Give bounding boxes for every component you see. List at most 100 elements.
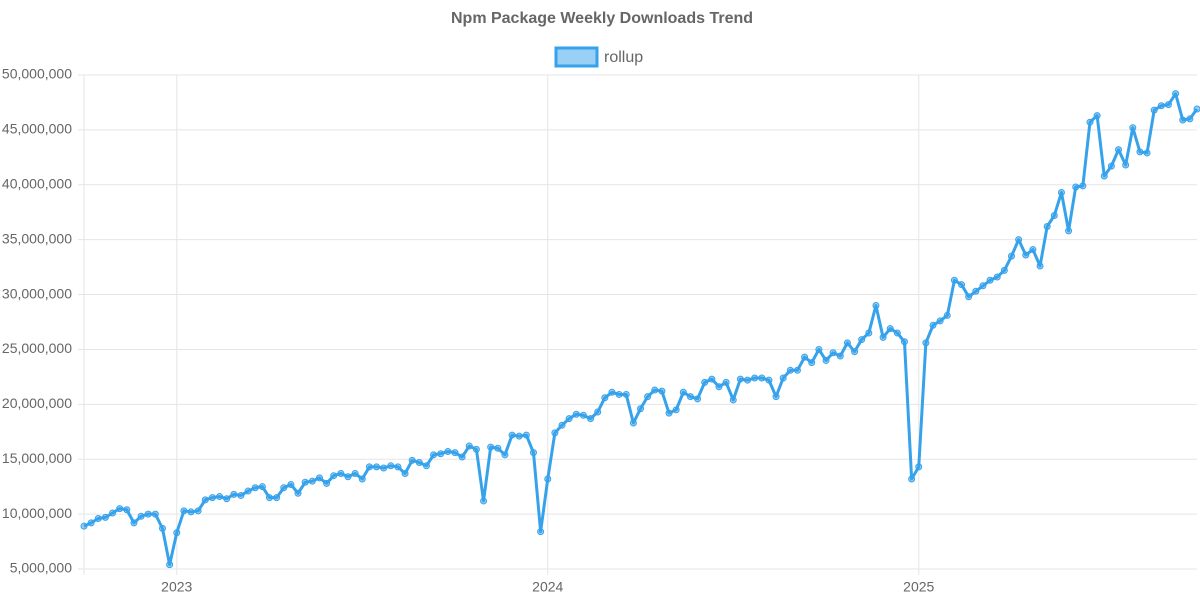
data-point — [1057, 188, 1065, 196]
data-point — [437, 450, 445, 458]
data-point — [194, 507, 202, 515]
data-point — [908, 475, 916, 483]
data-point — [936, 317, 944, 325]
data-point — [1136, 148, 1144, 156]
data-point — [301, 478, 309, 486]
data-point — [779, 374, 787, 382]
data-point — [415, 459, 423, 467]
data-point — [950, 276, 958, 284]
data-point — [1122, 161, 1130, 169]
data-point — [173, 529, 181, 537]
data-point — [365, 463, 373, 471]
data-point — [622, 390, 630, 398]
data-point — [1143, 149, 1151, 157]
data-point — [1107, 162, 1115, 170]
data-point — [166, 561, 174, 569]
data-point — [130, 519, 138, 527]
data-point — [351, 469, 359, 477]
data-point — [1029, 246, 1037, 254]
data-point — [1193, 105, 1200, 113]
data-point — [451, 449, 459, 457]
data-point — [158, 524, 166, 532]
data-point — [922, 339, 930, 347]
data-point — [358, 475, 366, 483]
data-point — [1093, 112, 1101, 120]
data-point — [216, 493, 224, 501]
data-point — [772, 393, 780, 401]
data-point — [729, 396, 737, 404]
data-point — [858, 336, 866, 344]
data-point — [565, 415, 573, 423]
data-point — [251, 484, 259, 492]
data-point — [1022, 251, 1030, 259]
data-point — [679, 388, 687, 396]
data-point — [266, 494, 273, 502]
data-point — [144, 510, 152, 518]
data-point — [822, 356, 830, 364]
data-point — [1079, 182, 1087, 190]
data-point — [879, 333, 887, 341]
data-point — [843, 339, 851, 347]
data-point — [344, 473, 352, 481]
data-point — [900, 338, 908, 346]
data-point — [722, 378, 730, 386]
data-point — [408, 456, 416, 464]
data-point — [615, 390, 623, 398]
data-point — [651, 386, 659, 394]
data-point — [101, 513, 109, 521]
data-point — [808, 359, 816, 367]
data-point — [836, 352, 844, 360]
data-point — [893, 329, 901, 337]
y-tick-label: 35,000,000 — [2, 230, 72, 246]
data-point — [258, 483, 266, 491]
data-point — [501, 451, 509, 459]
data-point — [872, 302, 880, 310]
data-point — [958, 281, 966, 289]
data-point — [465, 442, 473, 450]
data-point — [1100, 172, 1108, 180]
data-point — [972, 287, 980, 295]
y-tick-label: 10,000,000 — [2, 505, 72, 521]
data-point — [137, 512, 145, 520]
y-tick-label: 45,000,000 — [2, 121, 72, 137]
data-point — [1172, 90, 1180, 98]
data-point — [444, 448, 452, 456]
data-point — [487, 443, 495, 451]
legend-swatch — [554, 46, 599, 68]
data-point — [430, 451, 438, 459]
data-point — [601, 394, 609, 402]
data-point — [508, 431, 516, 439]
data-point — [280, 484, 288, 492]
data-point — [337, 469, 345, 477]
data-point — [1179, 116, 1187, 124]
data-point — [123, 506, 131, 514]
data-point — [537, 528, 545, 536]
data-point — [230, 490, 238, 498]
data-point — [387, 462, 395, 470]
data-point — [594, 408, 602, 416]
data-point — [223, 495, 231, 503]
data-point — [116, 505, 124, 513]
data-point — [1164, 101, 1172, 109]
data-point — [929, 321, 937, 329]
data-point — [1150, 106, 1158, 114]
legend-label: rollup — [604, 49, 643, 66]
data-point — [201, 496, 209, 504]
y-tick-label: 50,000,000 — [2, 66, 72, 82]
data-point — [658, 387, 666, 395]
data-point — [208, 494, 216, 502]
data-point — [751, 374, 759, 382]
data-point — [1115, 146, 1123, 154]
data-point — [1050, 212, 1058, 220]
data-point — [380, 464, 388, 472]
data-point — [801, 353, 809, 361]
data-point — [715, 383, 723, 391]
data-point — [786, 366, 794, 374]
y-tick-label: 5,000,000 — [10, 560, 72, 576]
data-point — [87, 519, 95, 527]
data-point — [401, 469, 409, 477]
data-point — [629, 419, 637, 427]
data-point — [544, 475, 552, 483]
